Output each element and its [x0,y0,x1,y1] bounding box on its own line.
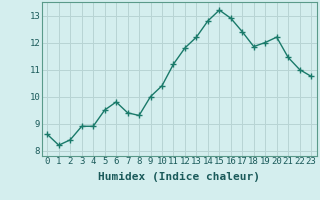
X-axis label: Humidex (Indice chaleur): Humidex (Indice chaleur) [98,172,260,182]
